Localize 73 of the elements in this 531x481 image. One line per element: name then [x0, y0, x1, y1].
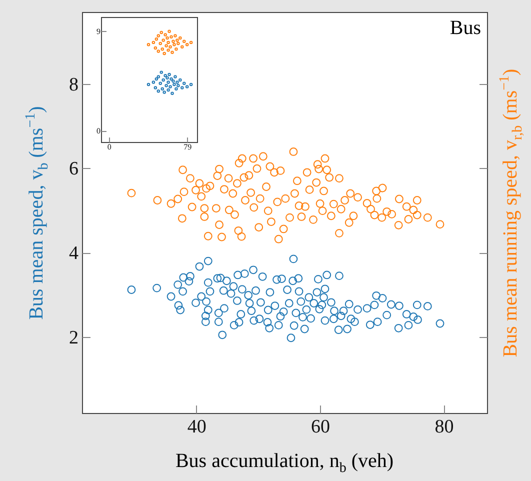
point: [178, 78, 182, 82]
point: [164, 44, 168, 48]
y-tick-label: 9: [96, 26, 100, 36]
point: [168, 45, 172, 48]
point: [174, 75, 177, 78]
point: [189, 40, 193, 44]
point: [166, 40, 170, 44]
annotation: Bus: [450, 17, 482, 39]
point: [158, 42, 162, 46]
point: [164, 84, 168, 88]
y-tick-label: 6: [69, 158, 78, 180]
point: [156, 75, 160, 78]
point: [166, 80, 170, 84]
y-tick-label: 2: [69, 328, 78, 349]
point: [168, 85, 172, 88]
point: [180, 45, 184, 48]
point: [164, 33, 167, 36]
point: [154, 38, 158, 41]
x-tick-label: 79: [184, 142, 192, 152]
point: [162, 52, 166, 56]
y-tick-label: 8: [69, 74, 78, 96]
point: [160, 70, 163, 74]
point: [178, 36, 182, 40]
point: [160, 47, 164, 51]
point: [166, 48, 170, 52]
point: [172, 40, 175, 43]
point: [154, 77, 158, 81]
point: [182, 82, 186, 85]
point: [156, 34, 160, 38]
point: [185, 43, 189, 46]
point: [172, 82, 176, 86]
point: [170, 77, 173, 81]
point: [170, 92, 174, 95]
point: [176, 80, 179, 84]
point: [174, 34, 177, 38]
point: [170, 35, 173, 39]
x-tick-label: 40: [187, 416, 206, 438]
point: [152, 40, 156, 44]
point: [166, 36, 169, 40]
point: [156, 90, 160, 93]
point: [182, 40, 186, 43]
point: [146, 82, 150, 86]
point: [168, 72, 171, 76]
point: [162, 38, 165, 42]
point: [174, 87, 178, 91]
point: [162, 78, 165, 82]
point: [166, 88, 170, 92]
point: [172, 43, 176, 46]
point: [189, 82, 193, 86]
point: [185, 85, 189, 88]
x-tick-label: 60: [311, 416, 330, 438]
point: [176, 42, 180, 46]
point: [170, 50, 174, 54]
point: [154, 86, 158, 90]
y-tick-label: 4: [69, 243, 79, 264]
point: [174, 47, 178, 51]
point: [168, 30, 171, 33]
point: [152, 80, 156, 84]
point: [158, 82, 162, 85]
point: [164, 74, 167, 78]
x-tick-label: 80: [434, 416, 454, 438]
point: [146, 43, 150, 46]
point: [172, 80, 175, 83]
x-axis-title: Bus accumulation, n$_{b}$ (veh): [175, 450, 394, 477]
point: [156, 50, 160, 53]
point: [160, 87, 164, 91]
point: [162, 90, 166, 94]
point: [154, 46, 158, 50]
point: [176, 38, 179, 42]
point: [160, 30, 163, 34]
point: [176, 84, 180, 88]
point: [166, 76, 169, 80]
point: [180, 86, 184, 90]
